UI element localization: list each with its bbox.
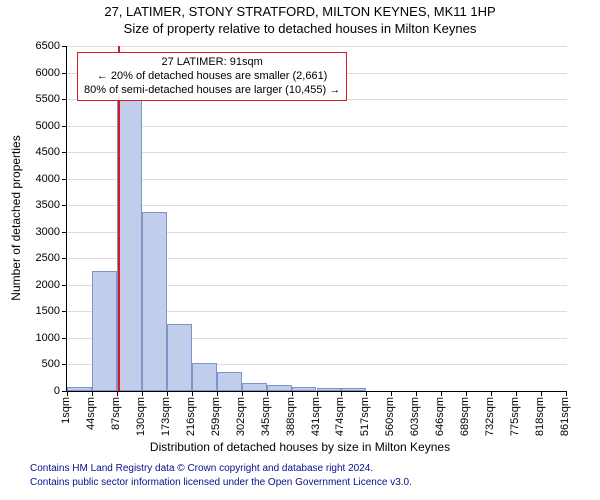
x-tick-label: 431sqm (310, 397, 322, 436)
x-tick (491, 391, 492, 396)
x-tick-label: 732sqm (484, 397, 496, 436)
x-tick-label: 44sqm (85, 397, 97, 430)
y-tick (62, 205, 67, 206)
histogram-bar (267, 385, 292, 391)
chart-title-line2: Size of property relative to detached ho… (0, 21, 600, 36)
x-tick (217, 391, 218, 396)
x-tick (92, 391, 93, 396)
x-tick (541, 391, 542, 396)
y-tick-label: 4500 (36, 146, 60, 158)
x-tick-label: 259sqm (210, 397, 222, 436)
x-axis-label: Distribution of detached houses by size … (0, 440, 600, 454)
x-tick-label: 646sqm (434, 397, 446, 436)
y-gridline (67, 152, 567, 153)
x-tick-label: 130sqm (135, 397, 147, 436)
y-tick-label: 1500 (36, 305, 60, 317)
y-axis-label: Number of detached properties (9, 135, 23, 300)
annotation-line2: ← 20% of detached houses are smaller (2,… (84, 70, 340, 84)
y-tick-label: 1000 (36, 332, 60, 344)
y-tick-label: 2500 (36, 252, 60, 264)
x-tick-label: 861sqm (559, 397, 571, 436)
x-tick (441, 391, 442, 396)
y-tick (62, 364, 67, 365)
annotation-line1: 27 LATIMER: 91sqm (84, 56, 340, 70)
x-tick (566, 391, 567, 396)
x-tick-label: 818sqm (534, 397, 546, 436)
y-tick-label: 6500 (36, 40, 60, 52)
histogram-bar (117, 73, 142, 391)
x-tick (516, 391, 517, 396)
y-gridline (67, 126, 567, 127)
x-tick (317, 391, 318, 396)
x-tick (192, 391, 193, 396)
y-tick-label: 3500 (36, 199, 60, 211)
x-tick (292, 391, 293, 396)
x-tick (366, 391, 367, 396)
histogram-bar (67, 387, 92, 391)
histogram-bar (317, 388, 342, 391)
y-tick-label: 2000 (36, 279, 60, 291)
histogram-bar (142, 212, 167, 391)
y-tick-label: 5500 (36, 93, 60, 105)
histogram-bar (217, 372, 242, 391)
y-gridline (67, 179, 567, 180)
y-tick-label: 5000 (36, 120, 60, 132)
y-tick-label: 6000 (36, 67, 60, 79)
x-tick (267, 391, 268, 396)
y-tick-label: 3000 (36, 226, 60, 238)
histogram-bar (242, 383, 267, 391)
x-tick-label: 517sqm (359, 397, 371, 436)
y-tick (62, 152, 67, 153)
x-tick (167, 391, 168, 396)
y-gridline (67, 205, 567, 206)
x-tick-label: 689sqm (459, 397, 471, 436)
x-tick-label: 388sqm (285, 397, 297, 436)
x-tick (391, 391, 392, 396)
x-tick (117, 391, 118, 396)
y-tick (62, 285, 67, 286)
x-tick-label: 1sqm (60, 397, 72, 424)
x-tick (142, 391, 143, 396)
histogram-bar (92, 271, 117, 391)
y-tick (62, 232, 67, 233)
histogram-bar (292, 387, 317, 391)
x-tick-label: 603sqm (409, 397, 421, 436)
y-tick-label: 4000 (36, 173, 60, 185)
x-tick-label: 173sqm (160, 397, 172, 436)
x-tick-label: 302sqm (235, 397, 247, 436)
chart-container: 27, LATIMER, STONY STRATFORD, MILTON KEY… (0, 0, 600, 500)
x-tick-label: 474sqm (334, 397, 346, 436)
annotation-line3: 80% of semi-detached houses are larger (… (84, 84, 340, 98)
y-tick (62, 338, 67, 339)
x-tick (341, 391, 342, 396)
x-tick (242, 391, 243, 396)
x-tick-label: 775sqm (509, 397, 521, 436)
histogram-bar (192, 363, 217, 391)
x-tick (67, 391, 68, 396)
histogram-bar (341, 388, 366, 391)
y-tick (62, 126, 67, 127)
y-tick-label: 0 (54, 385, 60, 397)
x-tick-label: 87sqm (110, 397, 122, 430)
x-tick-label: 560sqm (384, 397, 396, 436)
y-tick (62, 179, 67, 180)
y-tick (62, 258, 67, 259)
annotation-box: 27 LATIMER: 91sqm ← 20% of detached hous… (77, 52, 347, 101)
y-tick (62, 73, 67, 74)
y-gridline (67, 46, 567, 47)
x-tick (466, 391, 467, 396)
y-tick-label: 500 (42, 358, 60, 370)
chart-title-line1: 27, LATIMER, STONY STRATFORD, MILTON KEY… (0, 4, 600, 19)
footnote-2: Contains public sector information licen… (30, 477, 412, 488)
x-tick (416, 391, 417, 396)
histogram-bar (167, 324, 192, 391)
x-tick-label: 216sqm (185, 397, 197, 436)
y-tick (62, 46, 67, 47)
y-tick (62, 311, 67, 312)
y-tick (62, 99, 67, 100)
footnote-1: Contains HM Land Registry data © Crown c… (30, 463, 373, 474)
plot-area: 27 LATIMER: 91sqm ← 20% of detached hous… (66, 46, 567, 392)
x-tick-label: 345sqm (260, 397, 272, 436)
